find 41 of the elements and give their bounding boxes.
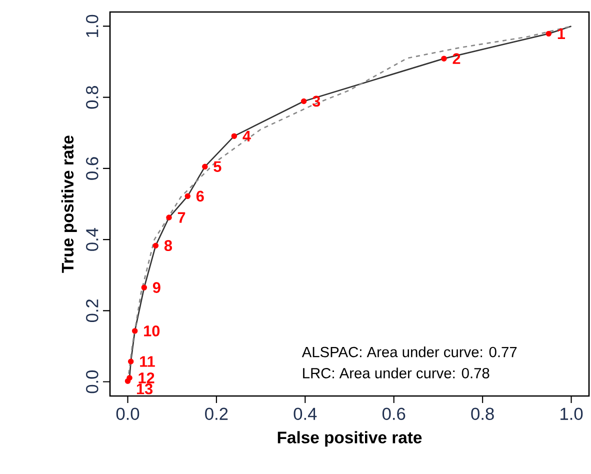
annotation: 3: [312, 96, 320, 107]
point: [300, 98, 307, 104]
annotation: 8: [164, 240, 172, 252]
annotation: 11: [140, 356, 155, 367]
point: [166, 214, 172, 220]
annotation: 6: [196, 190, 204, 202]
annotation: 1: [558, 28, 566, 39]
annotation: 2: [452, 53, 460, 64]
x-tick-label: 1.0: [560, 408, 583, 420]
annotation: 13: [136, 383, 153, 394]
y-tick-label: 0.8: [86, 86, 98, 109]
point: [124, 378, 131, 384]
annotation: LRC: Area under curve: 0.78: [303, 368, 490, 378]
annotation: ALSPAC: Area under curve: 0.77: [302, 346, 517, 358]
point: [202, 164, 208, 170]
point: [152, 242, 159, 248]
point: [184, 193, 190, 200]
x-tick-label: 0.8: [471, 408, 494, 420]
annotation: 4: [242, 130, 251, 142]
y-tick-label: 0.2: [86, 299, 98, 322]
point: [141, 284, 148, 290]
x-tick-label: 0.0: [116, 408, 140, 420]
y-tick-label: 1.0: [86, 14, 98, 37]
point: [546, 30, 552, 37]
point: [132, 328, 138, 334]
point: [441, 56, 447, 62]
y-tick-label: 0.4: [86, 228, 98, 251]
point: [231, 133, 238, 139]
annotation: 12: [138, 372, 154, 384]
x-tick-label: 0.6: [382, 408, 406, 420]
annotation: 5: [214, 161, 222, 172]
point: [128, 358, 134, 364]
x-axis-title: False positive rate: [278, 431, 422, 447]
x-tick-label: 0.4: [294, 408, 317, 420]
annotation: 7: [178, 212, 186, 223]
annotation: 10: [144, 326, 160, 336]
y-tick-label: 0.0: [86, 370, 98, 394]
x-tick-label: 0.2: [205, 408, 228, 420]
y-axis-title: True positive rate: [61, 136, 77, 273]
annotation: 9: [152, 282, 160, 293]
y-tick-label: 0.6: [86, 157, 98, 180]
